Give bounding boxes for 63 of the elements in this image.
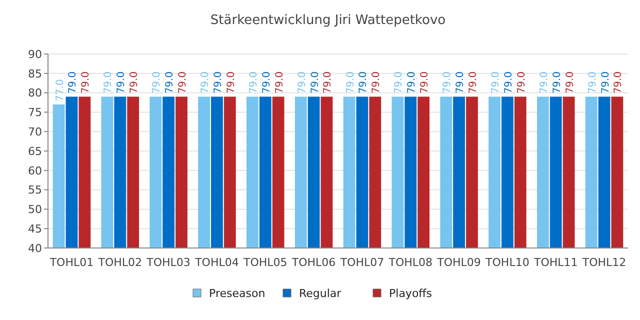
x-tick-label: TOHL04: [194, 256, 239, 269]
x-tick-label: TOHL11: [532, 256, 578, 269]
x-tick-label: TOHL06: [290, 256, 336, 269]
x-tick-label: TOHL05: [242, 256, 288, 269]
x-tick-label: TOHL01: [48, 256, 94, 269]
data-label: 79.0: [345, 71, 356, 94]
data-label: 79.0: [455, 71, 466, 94]
data-label: 79.0: [152, 71, 163, 94]
x-tick-label: TOHL02: [97, 256, 142, 269]
data-label: 79.0: [80, 71, 92, 94]
x-tick-label: TOHL03: [146, 256, 190, 269]
data-label: 79.0: [274, 71, 286, 94]
chart-title: Stärkeentwicklung Jiri Wattepetkovo: [210, 13, 446, 28]
y-tick-label: 85: [28, 67, 42, 80]
data-label: 77.0: [54, 79, 66, 102]
data-label: 79.0: [116, 71, 128, 94]
data-label: 79.0: [212, 71, 224, 94]
data-label: 79.0: [613, 71, 624, 94]
x-tick-label: TOHL09: [436, 256, 481, 269]
y-tick-label: 65: [28, 144, 42, 158]
data-label: 79.0: [358, 71, 370, 94]
data-label: 79.0: [226, 71, 237, 94]
x-tick-label: TOHL07: [339, 256, 384, 269]
y-tick-label: 70: [28, 125, 42, 138]
data-label: 79.0: [200, 71, 212, 94]
data-label: 79.0: [420, 71, 431, 94]
data-label: 79.0: [296, 71, 308, 94]
data-label: 79.0: [406, 71, 418, 94]
data-label: 79.0: [129, 71, 140, 94]
data-label: 79.0: [564, 71, 576, 94]
data-label: 79.0: [552, 71, 563, 94]
x-tick-label: TOHL10: [484, 256, 530, 269]
data-label: 79.0: [103, 71, 114, 94]
data-label: 79.0: [164, 71, 176, 94]
data-label: 79.0: [310, 71, 321, 94]
data-label: 79.0: [587, 71, 598, 94]
x-tick-label: TOHL12: [581, 256, 626, 269]
y-tick-label: 45: [28, 222, 42, 236]
data-label: 79.0: [600, 71, 612, 94]
data-label: 79.0: [442, 71, 454, 94]
legend-label: Regular: [299, 286, 342, 300]
x-tick-label: TOHL08: [388, 256, 433, 269]
data-label: 79.0: [503, 71, 514, 94]
data-label: 79.0: [322, 71, 334, 94]
y-tick-label: 90: [28, 48, 42, 61]
data-label: 79.0: [177, 71, 188, 94]
data-label: 79.0: [68, 71, 79, 94]
legend-label: Playoffs: [389, 286, 432, 300]
data-label: 79.0: [490, 71, 502, 94]
data-label: 79.0: [394, 71, 405, 94]
data-label: 79.0: [371, 71, 382, 94]
data-label: 79.0: [468, 71, 479, 94]
y-tick-label: 75: [28, 106, 42, 120]
data-label: 79.0: [248, 71, 260, 94]
legend-label: Preseason: [209, 286, 266, 300]
y-tick-label: 60: [28, 164, 42, 178]
y-tick-label: 40: [28, 242, 42, 255]
y-tick-label: 80: [28, 86, 42, 100]
data-label: 79.0: [538, 71, 550, 94]
data-label: 79.0: [516, 71, 528, 94]
y-tick-label: 50: [28, 203, 42, 216]
y-tick-label: 55: [28, 184, 42, 197]
data-label: 79.0: [261, 71, 272, 94]
